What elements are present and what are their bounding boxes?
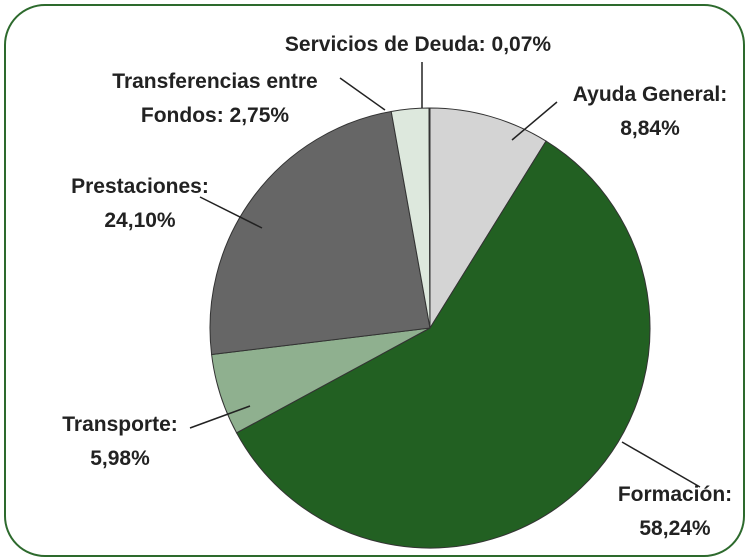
leader-line <box>339 77 386 111</box>
slice-label: Servicios de Deuda: 0,07% <box>218 28 618 62</box>
value-label: 58,24% <box>639 517 711 540</box>
slice-label: Prestaciones: 24,10% <box>40 170 240 238</box>
slice <box>429 107 547 330</box>
leader-line <box>189 405 251 429</box>
value-label: 24,10% <box>104 209 176 232</box>
category-label: Ayuda General: <box>572 83 728 106</box>
value-label: 2,75% <box>229 104 290 127</box>
slice-label: Transporte: 5,98% <box>20 408 220 476</box>
slice <box>428 107 431 329</box>
slice-label: Formación: 58,24% <box>585 478 749 546</box>
leader-line <box>199 196 263 229</box>
leader-line <box>511 101 558 141</box>
category-label: Transporte: <box>62 413 178 436</box>
category-label: Servicios de Deuda: <box>284 33 486 56</box>
leader-line <box>621 441 701 488</box>
value-label: 5,98% <box>90 447 150 470</box>
slice <box>209 110 431 356</box>
slice-label: Ayuda General: 8,84% <box>560 78 740 146</box>
slice-label: Transferencias entre Fondos: 2,75% <box>95 65 335 133</box>
value-label: 0,07% <box>491 33 552 56</box>
pie <box>209 107 651 549</box>
category-label: Transferencias entre Fondos: <box>112 70 318 127</box>
category-label: Formación: <box>617 483 733 506</box>
leader-lines <box>189 62 701 488</box>
value-label: 8,84% <box>620 117 680 140</box>
category-label: Prestaciones: <box>71 175 209 198</box>
slice <box>235 140 651 549</box>
